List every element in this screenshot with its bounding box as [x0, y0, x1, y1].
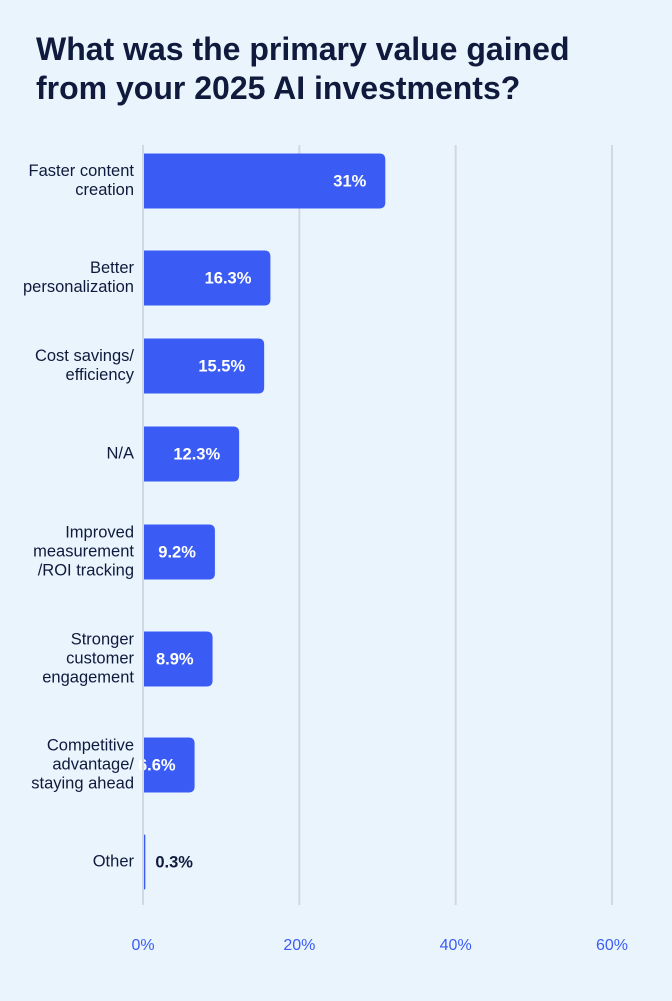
value-label: 16.3% — [205, 269, 252, 287]
value-label: 6.6% — [138, 756, 176, 774]
chart-title: What was the primary value gained from y… — [36, 31, 570, 106]
category-label: Cost savings/ efficiency — [34, 347, 134, 384]
bar — [143, 250, 271, 306]
bar — [143, 426, 240, 482]
x-tick-label: 20% — [283, 937, 315, 954]
category-label: Faster content creation — [28, 162, 134, 199]
x-tick-label: 40% — [440, 937, 472, 954]
value-label: 9.2% — [158, 543, 196, 561]
category-label: Better personalization — [23, 259, 134, 296]
value-label: 0.3% — [155, 853, 193, 871]
category-label: Improved measurement /ROI tracking — [33, 523, 134, 580]
x-tick-label: 60% — [596, 937, 628, 954]
value-label: 15.5% — [198, 357, 245, 375]
value-label: 31% — [333, 172, 366, 190]
x-tick-label: 0% — [131, 937, 154, 954]
category-label: N/A — [106, 444, 134, 463]
category-label: Competitive advantage/ staying ahead — [31, 736, 134, 793]
category-label: Other — [92, 852, 134, 871]
bar — [143, 338, 265, 394]
value-label: 12.3% — [173, 445, 220, 463]
bar — [143, 153, 386, 209]
bar — [143, 631, 213, 687]
bar — [143, 737, 195, 793]
value-label: 8.9% — [156, 650, 194, 668]
category-label: Stronger customer engagement — [42, 630, 134, 687]
bar — [143, 524, 215, 580]
